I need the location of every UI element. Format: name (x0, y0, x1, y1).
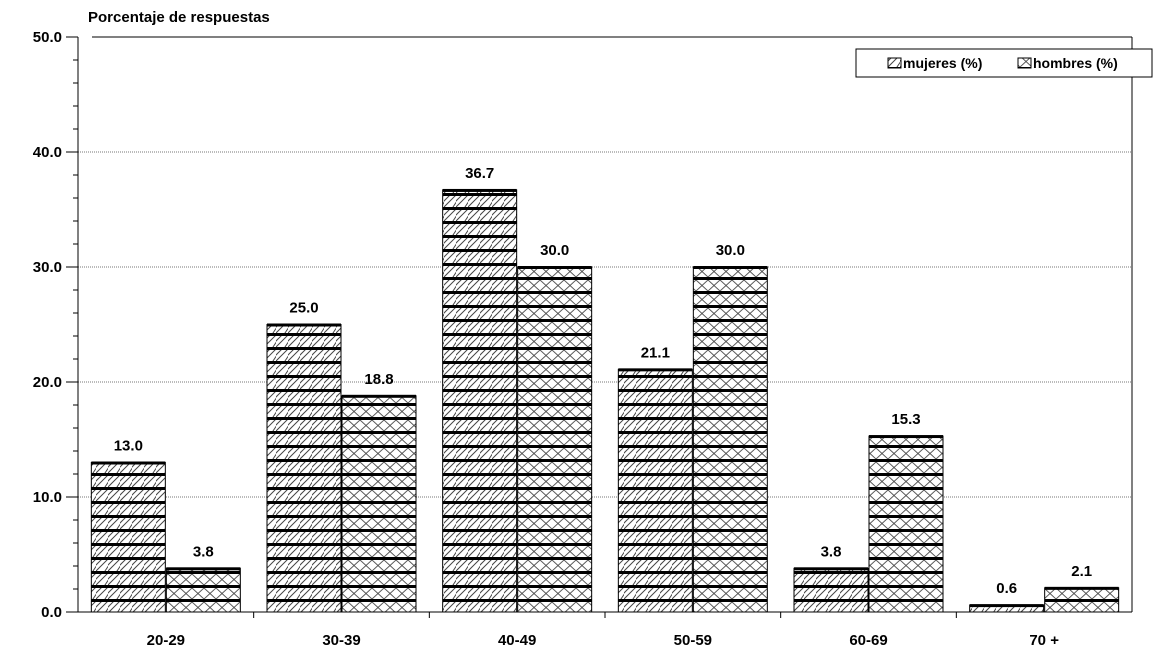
bar-mujeres (442, 189, 518, 613)
bar-mujeres (617, 368, 693, 613)
data-label-hombres: 18.8 (364, 371, 393, 388)
bar-hombres (517, 266, 593, 613)
y-tick-label: 20.0 (33, 374, 62, 391)
bar-top-edge (869, 435, 943, 439)
data-label-mujeres: 36.7 (465, 165, 494, 182)
y-tick-label: 0.0 (41, 604, 62, 621)
data-label-hombres: 2.1 (1071, 563, 1092, 580)
data-label-mujeres: 3.8 (821, 543, 842, 560)
legend-label-mujeres: mujeres (%) (903, 55, 982, 71)
bar-top-edge (969, 604, 1044, 608)
y-tick-label: 10.0 (33, 489, 62, 506)
bar-top-edge (517, 266, 592, 269)
data-label-mujeres: 21.1 (641, 344, 670, 361)
data-labels: 13.0 3.8 25.0 18.8 36.7 30.0 21.1 30.0 3.8 15.3 0.… (114, 165, 1092, 597)
data-label-hombres: 30.0 (540, 242, 569, 259)
data-label-mujeres: 25.0 (289, 300, 318, 317)
x-tick-label: 50-59 (674, 632, 712, 649)
data-label-hombres: 30.0 (716, 242, 745, 259)
bars (90, 188, 1120, 613)
legend: mujeres (%) hombres (%) (855, 48, 1153, 78)
bar-mujeres (90, 462, 166, 613)
y-tick-label: 40.0 (33, 144, 62, 161)
bar-top-edge (442, 188, 517, 192)
data-label-mujeres: 0.6 (996, 580, 1017, 597)
data-label-hombres: 3.8 (193, 543, 214, 560)
bar-top-edge (693, 266, 768, 269)
gridlines (78, 151, 1132, 498)
bar-top-edge (618, 368, 693, 372)
y-axis-title: Porcentaje de respuestas (88, 9, 270, 26)
bar-hombres (165, 567, 241, 613)
bar-top-edge (267, 323, 341, 327)
legend-box (855, 48, 1153, 78)
legend-label-hombres: hombres (%) (1033, 55, 1118, 71)
y-tick-label: 30.0 (33, 259, 62, 276)
legend-swatch-hombres (1017, 57, 1032, 69)
x-tick-label: 30-39 (322, 632, 360, 649)
legend-swatch-mujeres (887, 57, 902, 69)
data-label-mujeres: 13.0 (114, 438, 143, 455)
bar-hombres (1044, 587, 1120, 613)
bar-top-edge (1044, 586, 1119, 590)
x-axis-ticks: 20-29 30-39 40-49 50-59 60-69 70 + (147, 612, 1059, 649)
data-label-hombres: 15.3 (891, 411, 920, 428)
y-tick-label: 50.0 (33, 29, 62, 46)
x-tick-label: 20-29 (147, 632, 185, 649)
bar-top-edge (342, 394, 416, 398)
bar-top-edge (166, 567, 241, 571)
x-tick-label: 60-69 (849, 632, 887, 649)
bar-mujeres (266, 324, 342, 613)
x-tick-label: 40-49 (498, 632, 536, 649)
bar-hombres (341, 395, 417, 613)
x-tick-label: 70 + (1029, 632, 1059, 649)
bar-top-edge (794, 567, 868, 571)
bar-hombres (868, 435, 944, 613)
bar-mujeres (793, 567, 869, 613)
bar-top-edge (91, 461, 166, 465)
y-axis-ticks: 0.0 10.0 20.0 30.0 40.0 50.0 (33, 29, 78, 621)
bar-hombres (692, 266, 768, 613)
